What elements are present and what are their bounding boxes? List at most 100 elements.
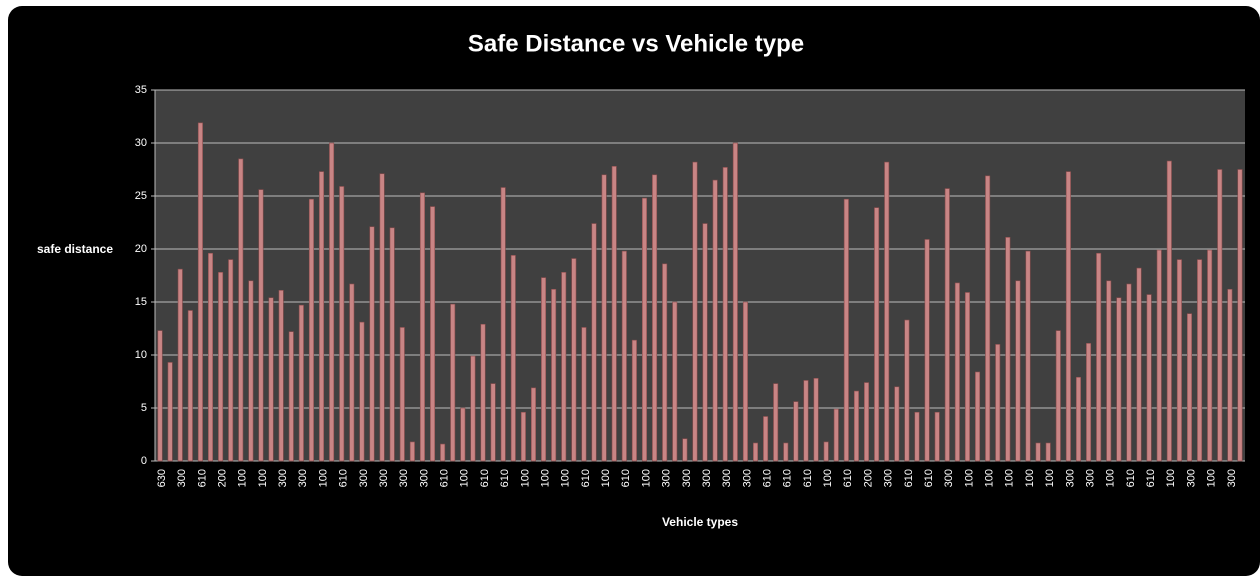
- bar: [399, 327, 405, 462]
- x-tick-label: 300: [741, 469, 753, 487]
- bar: [853, 390, 859, 462]
- x-tick-label: 610: [338, 469, 350, 487]
- x-tick-label: 300: [358, 469, 370, 487]
- x-tick-label: 100: [317, 469, 329, 487]
- x-tick-label: 100: [237, 469, 249, 487]
- x-tick-label: 300: [1226, 469, 1238, 487]
- bar: [914, 411, 920, 462]
- bar: [884, 161, 890, 462]
- bar: [389, 227, 395, 462]
- bar: [813, 378, 819, 462]
- bar: [662, 263, 668, 462]
- bar: [1065, 171, 1071, 462]
- x-tick-label: 300: [943, 469, 955, 487]
- x-tick-label: 200: [217, 469, 229, 487]
- bar: [520, 411, 526, 462]
- x-tick-label: 610: [479, 469, 491, 487]
- bar: [581, 327, 587, 462]
- bar: [298, 304, 304, 462]
- bar: [1116, 297, 1122, 462]
- bar: [339, 186, 345, 462]
- bar: [278, 290, 284, 462]
- x-tick-label: 200: [862, 469, 874, 487]
- bar: [924, 239, 930, 462]
- x-tick-label: 100: [600, 469, 612, 487]
- bar: [833, 408, 839, 462]
- x-tick-label: 610: [842, 469, 854, 487]
- y-axis-title: safe distance: [37, 242, 113, 256]
- bar: [319, 171, 325, 462]
- y-tick-label: 5: [141, 402, 147, 414]
- bar: [1035, 442, 1041, 462]
- x-tick-label: 300: [883, 469, 895, 487]
- bar: [985, 175, 991, 462]
- bar: [904, 319, 910, 462]
- bar: [510, 255, 516, 462]
- x-tick-label: 300: [1185, 469, 1197, 487]
- bar: [954, 282, 960, 462]
- y-tick-label: 25: [135, 190, 147, 202]
- y-tick-label: 10: [135, 349, 147, 361]
- bar: [208, 252, 214, 462]
- bar: [894, 386, 900, 462]
- bar: [712, 179, 718, 462]
- bar: [803, 380, 809, 462]
- bar: [460, 407, 466, 462]
- x-tick-label: 100: [539, 469, 551, 487]
- bar: [944, 188, 950, 462]
- bar: [228, 259, 234, 462]
- x-tick-label: 100: [1004, 469, 1016, 487]
- bar: [379, 173, 385, 462]
- bar: [692, 161, 698, 462]
- bar: [369, 226, 375, 462]
- x-tick-label: 300: [681, 469, 693, 487]
- plot-area: [155, 90, 1245, 461]
- bar: [1086, 343, 1092, 462]
- y-tick-label: 30: [135, 137, 147, 149]
- bar: [975, 371, 981, 462]
- bar: [1217, 169, 1223, 462]
- x-tick-label: 300: [661, 469, 673, 487]
- bar: [611, 166, 617, 462]
- bar: [763, 416, 769, 462]
- x-tick-label: 300: [176, 469, 188, 487]
- bar: [157, 330, 163, 462]
- bar: [742, 301, 748, 462]
- bar: [1176, 259, 1182, 462]
- x-tick-label: 610: [439, 469, 451, 487]
- bar: [1186, 313, 1192, 462]
- x-tick-label: 300: [378, 469, 390, 487]
- bar: [571, 258, 577, 462]
- bar: [268, 297, 274, 462]
- bar: [1055, 330, 1061, 462]
- bar: [349, 283, 355, 462]
- x-tick-label: 100: [560, 469, 572, 487]
- bar: [409, 441, 415, 462]
- bar: [470, 355, 476, 462]
- x-tick-label: 610: [580, 469, 592, 487]
- x-tick-label: 100: [822, 469, 834, 487]
- bar: [197, 122, 203, 462]
- bar: [874, 207, 880, 462]
- bar: [672, 301, 678, 462]
- x-tick-label: 610: [802, 469, 814, 487]
- bar: [601, 174, 607, 462]
- bar: [722, 167, 728, 462]
- bar: [793, 401, 799, 462]
- bar: [1025, 250, 1031, 462]
- x-tick-label: 100: [459, 469, 471, 487]
- x-tick-label: 100: [984, 469, 996, 487]
- x-tick-label: 300: [1084, 469, 1096, 487]
- bar: [1227, 288, 1233, 462]
- bar: [308, 198, 314, 462]
- x-tick-label: 300: [277, 469, 289, 487]
- bar: [1136, 267, 1142, 462]
- x-tick-label: 300: [398, 469, 410, 487]
- bar: [652, 174, 658, 462]
- bar: [773, 383, 779, 462]
- bar: [551, 288, 557, 462]
- y-tick-label: 0: [141, 455, 147, 467]
- bar: [1197, 259, 1203, 462]
- bar: [177, 268, 183, 462]
